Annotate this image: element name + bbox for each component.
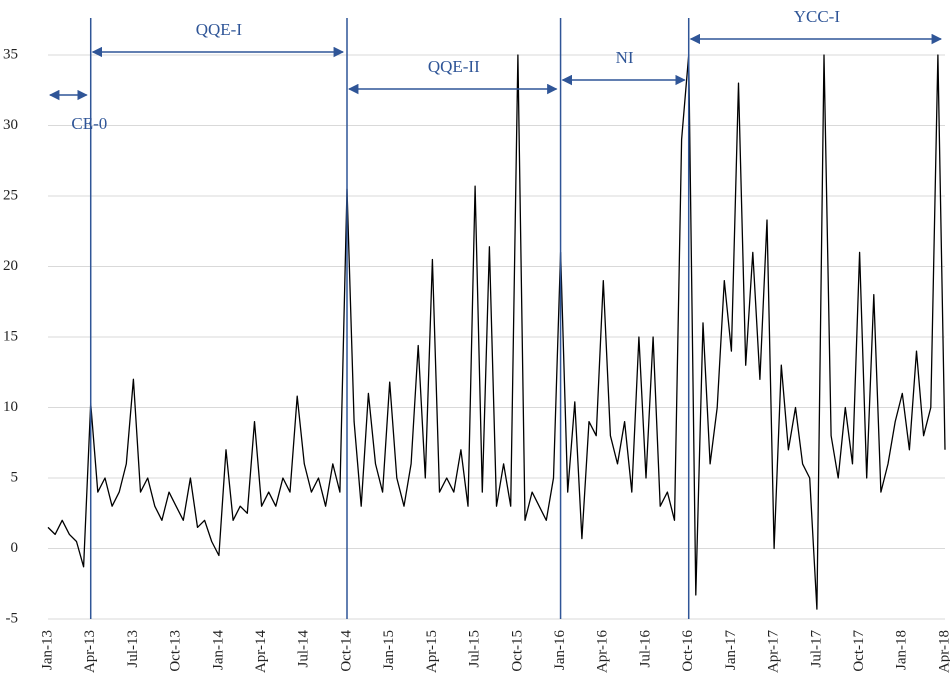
x-tick-label: Jul-16 xyxy=(637,630,653,668)
y-tick-label: -5 xyxy=(6,610,19,626)
y-tick-label: 20 xyxy=(3,258,18,274)
regime-label: CE-0 xyxy=(71,114,107,133)
x-tick-label: Oct-13 xyxy=(168,630,184,672)
x-tick-label: Jan-16 xyxy=(552,630,568,670)
y-tick-label: 30 xyxy=(3,117,18,133)
x-tick-label: Apr-14 xyxy=(253,630,269,674)
x-tick-label: Jan-15 xyxy=(381,630,397,670)
regime-label: YCC-I xyxy=(794,7,841,26)
x-tick-label: Jan-14 xyxy=(210,630,226,670)
x-tick-label: Apr-13 xyxy=(82,630,98,673)
y-tick-label: 0 xyxy=(11,540,19,556)
x-tick-label: Apr-16 xyxy=(595,630,611,674)
x-tick-label: Oct-16 xyxy=(680,630,696,672)
y-tick-label: 35 xyxy=(3,46,18,62)
regime-label: QQE-II xyxy=(428,57,480,76)
x-tick-label: Jul-15 xyxy=(467,630,483,668)
y-tick-label: 10 xyxy=(3,399,18,415)
x-tick-label: Jul-17 xyxy=(808,630,824,668)
x-tick-label: Apr-18 xyxy=(936,630,950,673)
x-tick-label: Oct-15 xyxy=(509,630,525,672)
x-tick-label: Jan-17 xyxy=(723,630,739,670)
y-tick-label: 15 xyxy=(3,328,18,344)
series-line xyxy=(47,54,946,610)
x-tick-label: Oct-14 xyxy=(338,630,354,672)
regime-label: NI xyxy=(616,48,634,67)
x-tick-label: Jul-14 xyxy=(296,630,312,668)
x-tick-label: Jan-18 xyxy=(894,630,910,670)
y-tick-label: 5 xyxy=(11,469,19,485)
x-tick-label: Oct-17 xyxy=(851,630,867,672)
x-tick-label: Jan-13 xyxy=(39,630,55,670)
x-tick-label: Apr-17 xyxy=(766,630,782,674)
x-tick-label: Jul-13 xyxy=(125,630,141,668)
x-tick-label: Apr-15 xyxy=(424,630,440,673)
regime-label: QQE-I xyxy=(196,20,243,39)
y-tick-label: 25 xyxy=(3,187,18,203)
